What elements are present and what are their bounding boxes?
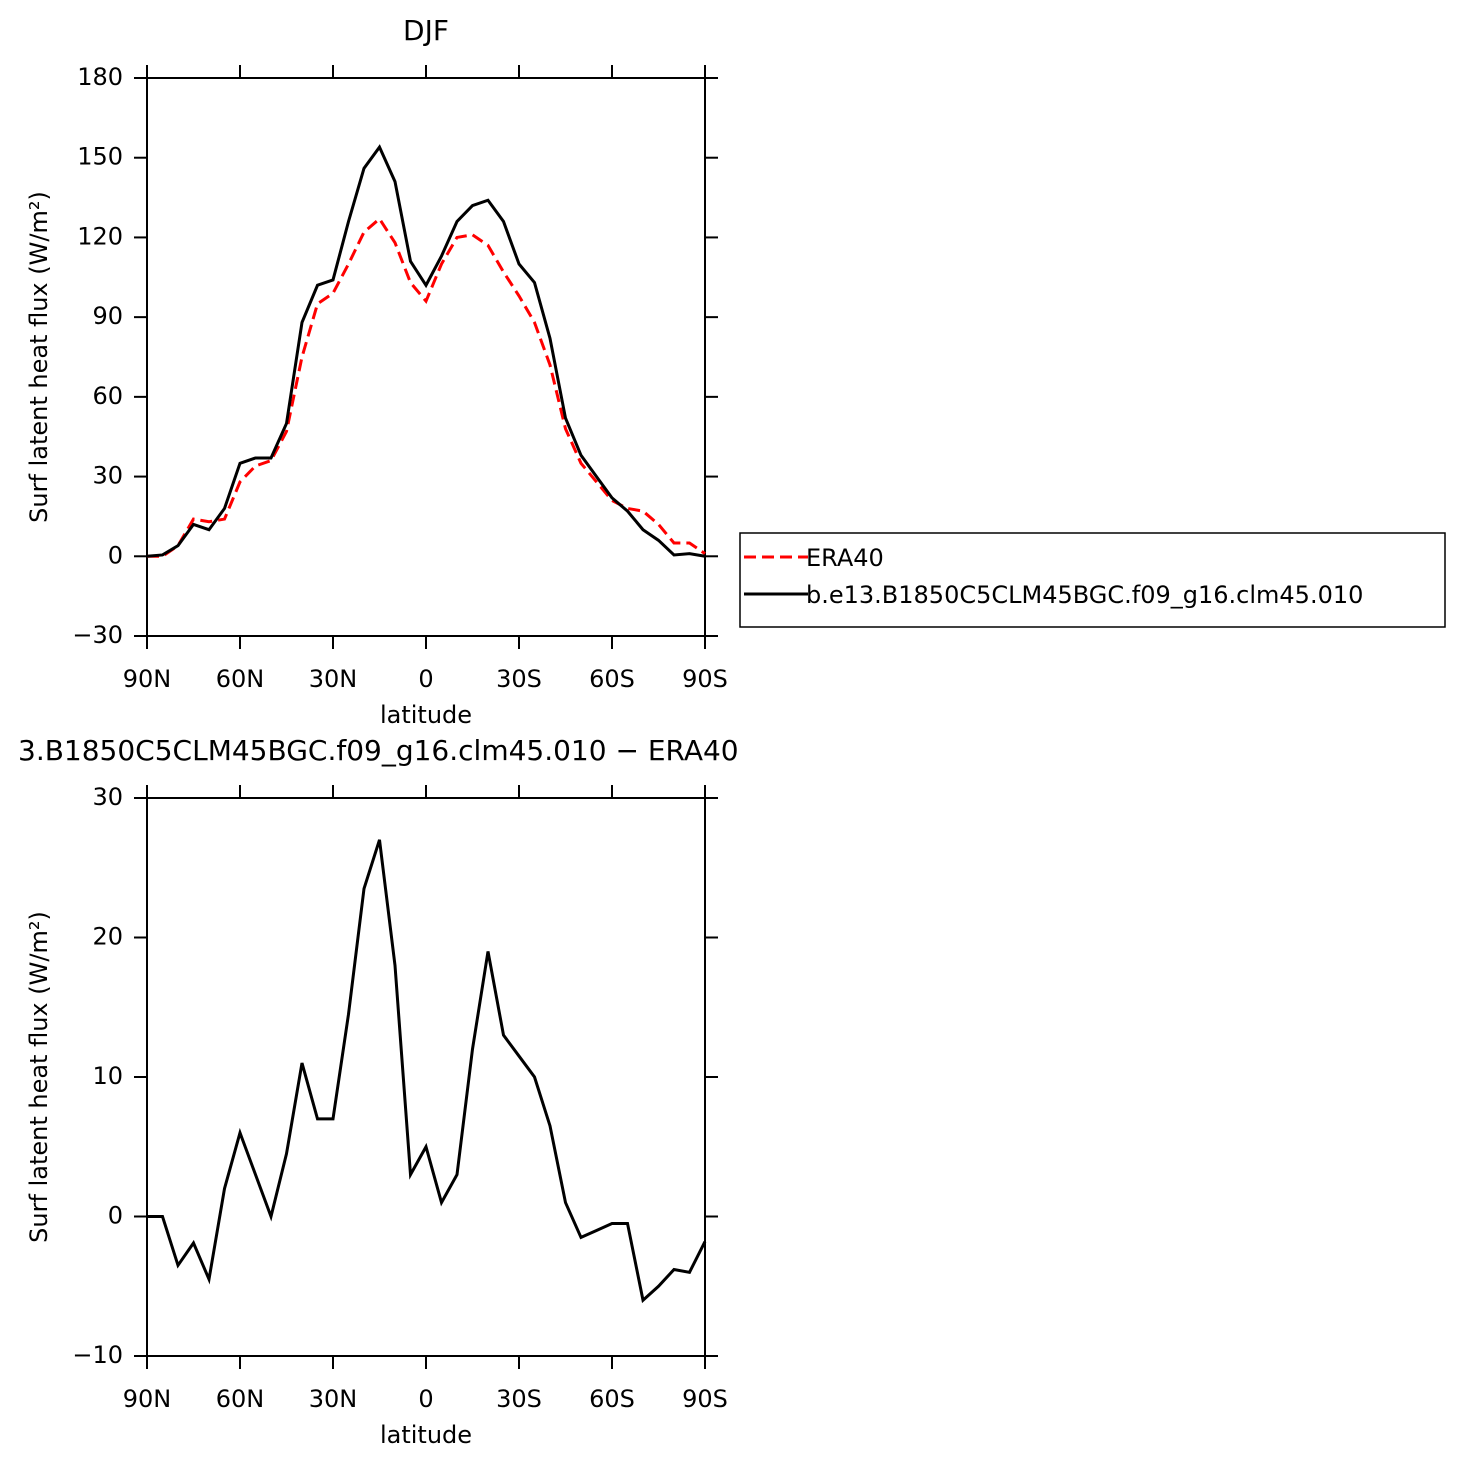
y-tick-label: 0 xyxy=(108,541,123,569)
x-tick-label: 90S xyxy=(682,665,728,693)
y-tick-label: 30 xyxy=(92,783,123,811)
x-tick-label: 90N xyxy=(123,665,172,693)
y-tick-label: 0 xyxy=(108,1202,123,1230)
y-axis-label: Surf latent heat flux (W/m²) xyxy=(25,911,53,1243)
legend-label: ERA40 xyxy=(806,544,884,572)
x-tick-label: 60S xyxy=(589,665,635,693)
data-line xyxy=(147,839,707,1304)
plot-frame xyxy=(146,797,706,1357)
y-tick-label: 120 xyxy=(77,222,123,250)
x-tick-label: 60N xyxy=(216,665,265,693)
x-tick-label: 30N xyxy=(309,665,358,693)
y-tick-label: 10 xyxy=(92,1062,123,1090)
data-line xyxy=(147,216,706,558)
x-tick-label: 30N xyxy=(309,1385,358,1413)
data-line xyxy=(146,144,706,558)
chart-title: DJF xyxy=(403,14,449,47)
y-tick-label: 150 xyxy=(77,143,123,171)
x-tick-label: 90S xyxy=(682,1385,728,1413)
legend-box xyxy=(739,532,1446,628)
y-tick-label: 20 xyxy=(92,923,123,951)
x-tick-label: 60S xyxy=(589,1385,635,1413)
y-tick-label: 30 xyxy=(92,462,123,490)
y-tick-label: −30 xyxy=(72,621,123,649)
y-tick-label: 60 xyxy=(92,382,123,410)
x-axis-label: latitude xyxy=(380,1421,472,1449)
legend-label: b.e13.B1850C5CLM45BGC.f09_g16.clm45.010 xyxy=(806,581,1363,609)
plot-frame xyxy=(146,77,706,637)
y-tick-label: 90 xyxy=(92,302,123,330)
x-axis-label: latitude xyxy=(380,701,472,729)
x-tick-label: 90N xyxy=(123,1385,172,1413)
x-tick-label: 0 xyxy=(418,1385,433,1413)
y-tick-label: 180 xyxy=(77,63,123,91)
y-tick-label: −10 xyxy=(72,1341,123,1369)
x-tick-label: 30S xyxy=(496,665,542,693)
chart-title: 3.B1850C5CLM45BGC.f09_g16.clm45.010 − ER… xyxy=(18,734,739,767)
legend: ERA40 b.e13.B1850C5CLM45BGC.f09_g16.clm45… xyxy=(739,532,1446,628)
x-tick-label: 0 xyxy=(418,665,433,693)
x-tick-label: 30S xyxy=(496,1385,542,1413)
x-tick-label: 60N xyxy=(216,1385,265,1413)
y-axis-label: Surf latent heat flux (W/m²) xyxy=(25,191,53,523)
